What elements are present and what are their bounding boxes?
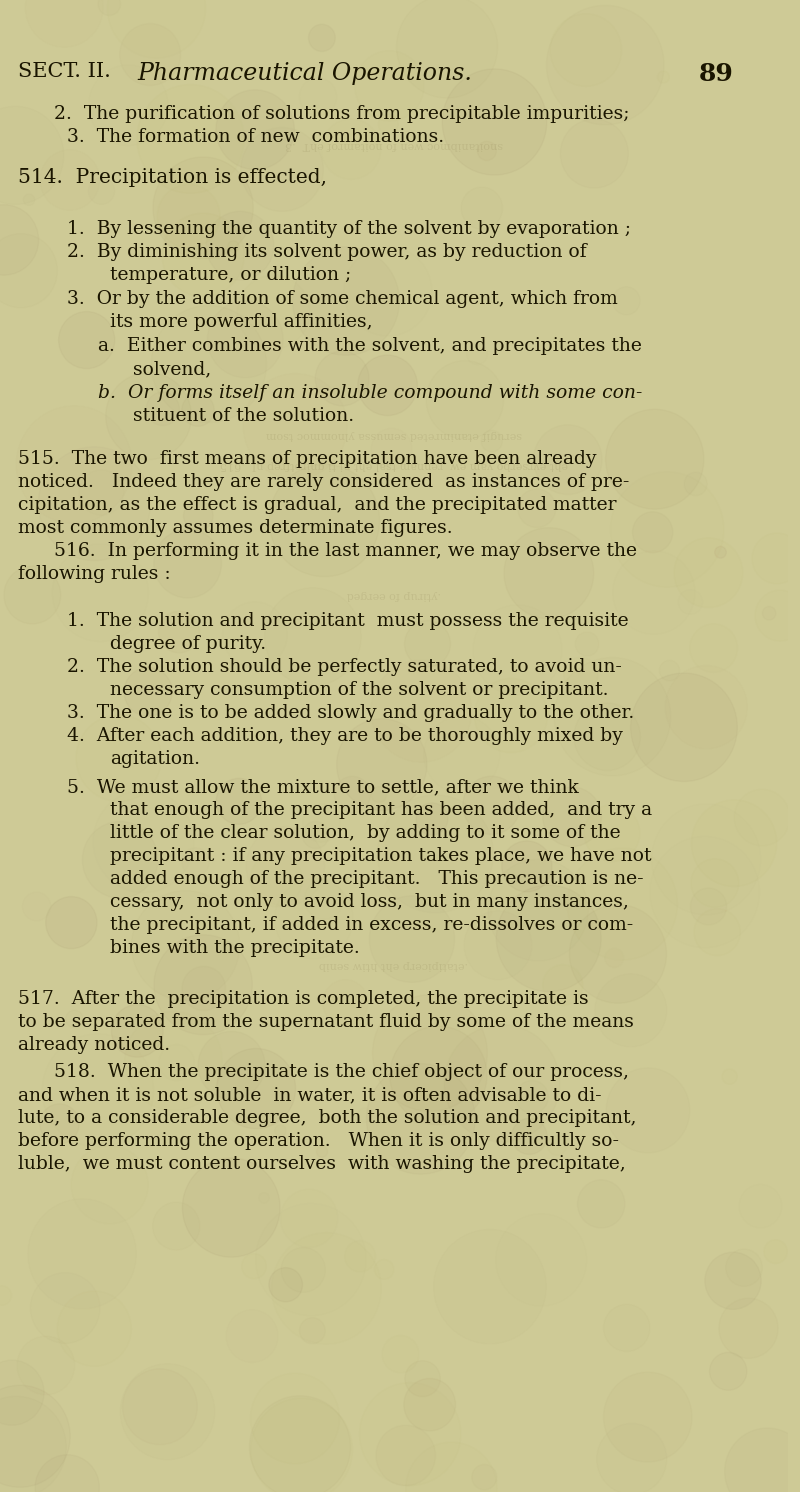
Circle shape [584, 804, 640, 861]
Circle shape [158, 185, 220, 248]
Text: 2.  The purification of solutions from precipitable impurities;: 2. The purification of solutions from pr… [54, 104, 630, 122]
Text: already noticed.: already noticed. [18, 1035, 170, 1053]
Circle shape [269, 464, 379, 576]
Text: lute, to a considerable degree,  both the solution and precipitant,: lute, to a considerable degree, both the… [18, 1109, 636, 1126]
Text: stituent of the solution.: stituent of the solution. [133, 407, 354, 425]
Text: necessary consumption of the solvent or precipitant.: necessary consumption of the solvent or … [110, 680, 609, 698]
Text: luble,  we must content ourselves  with washing the precipitate,: luble, we must content ourselves with wa… [18, 1155, 626, 1173]
Text: solvend,: solvend, [133, 360, 211, 377]
Circle shape [694, 909, 740, 955]
Circle shape [374, 1259, 394, 1279]
Circle shape [269, 1268, 302, 1303]
Text: .ytirup fo eerged: .ytirup fo eerged [346, 589, 441, 600]
Text: that enough of the precipitant has been added,  and try a: that enough of the precipitant has been … [110, 801, 652, 819]
Circle shape [764, 1240, 787, 1264]
Text: degree of purity.: degree of purity. [110, 636, 266, 653]
Circle shape [606, 409, 704, 509]
Circle shape [542, 965, 583, 1006]
Circle shape [442, 69, 546, 175]
Circle shape [182, 1158, 280, 1258]
Text: 516.  In performing it in the last manner, we may observe the: 516. In performing it in the last manner… [54, 542, 637, 560]
Circle shape [250, 1397, 350, 1492]
Text: 514.  Precipitation is effected,: 514. Precipitation is effected, [18, 169, 326, 186]
Text: the precipitant, if added in excess, re-dissolves or com-: the precipitant, if added in excess, re-… [110, 916, 634, 934]
Circle shape [111, 1004, 163, 1058]
Text: 4.  After each addition, they are to be thoroughly mixed by: 4. After each addition, they are to be t… [67, 727, 623, 745]
Text: before performing the operation.   When it is only difficultly so-: before performing the operation. When it… [18, 1132, 618, 1150]
Circle shape [183, 501, 213, 531]
Circle shape [714, 546, 726, 558]
Text: snoitanibmoc wen fo noitamrof ehT  .3: snoitanibmoc wen fo noitamrof ehT .3 [285, 140, 502, 151]
Text: 2.  The solution should be perfectly saturated, to avoid un-: 2. The solution should be perfectly satu… [67, 658, 622, 676]
Circle shape [502, 841, 552, 892]
Circle shape [182, 394, 214, 427]
Text: little of the clear solution,  by adding to it some of the: little of the clear solution, by adding … [110, 824, 621, 841]
Circle shape [691, 800, 777, 886]
Circle shape [504, 528, 594, 619]
Text: 3.  Or by the addition of some chemical agent, which from: 3. Or by the addition of some chemical a… [67, 289, 618, 307]
Circle shape [153, 157, 254, 258]
Text: following rules :: following rules : [18, 565, 170, 583]
Text: noticed.   Indeed they are rarely considered  as instances of pre-: noticed. Indeed they are rarely consider… [18, 473, 629, 491]
Text: 3.  The one is to be added slowly and gradually to the other.: 3. The one is to be added slowly and gra… [67, 704, 634, 722]
Circle shape [58, 312, 114, 369]
Text: 517.  After the  precipitation is completed, the precipitate is: 517. After the precipitation is complete… [18, 991, 588, 1009]
Text: bines with the precipitate.: bines with the precipitate. [110, 938, 360, 956]
Text: b.  Or forms itself an insoluble compound with some con-: b. Or forms itself an insoluble compound… [98, 383, 643, 401]
Text: and when it is not soluble  in water, it is often advisable to di-: and when it is not soluble in water, it … [18, 1086, 602, 1104]
Circle shape [542, 786, 602, 846]
Text: added enough of the precipitant.   This precaution is ne-: added enough of the precipitant. This pr… [110, 870, 644, 888]
Circle shape [390, 1026, 487, 1125]
Text: serugif etanimreted semussa ylnommoc tsom: serugif etanimreted semussa ylnommoc tso… [266, 430, 522, 440]
Text: to be separated from the supernatant fluid by some of the means: to be separated from the supernatant flu… [18, 1013, 634, 1031]
Text: 89: 89 [698, 63, 734, 87]
Circle shape [752, 533, 800, 583]
Text: precipitant : if any precipitation takes place, we have not: precipitant : if any precipitation takes… [110, 847, 652, 865]
Text: 515.  The two  first means of precipitation have been already: 515. The two first means of precipitatio… [18, 451, 596, 468]
Circle shape [46, 897, 97, 949]
Text: agitation.: agitation. [110, 750, 200, 768]
Circle shape [40, 1104, 79, 1144]
Text: cipitation, as the effect is gradual,  and the precipitated matter: cipitation, as the effect is gradual, an… [18, 495, 616, 515]
Text: .etatipicerp eht htiw senib: .etatipicerp eht htiw senib [319, 959, 468, 970]
Text: most commonly assumes determinate figures.: most commonly assumes determinate figure… [18, 519, 452, 537]
Text: eht evrserbo yam ew ,rennam tsal eht ni ti gnirotfrep nI  .615: eht evrserbo yam ew ,rennam tsal eht ni … [220, 460, 568, 470]
Text: 1.  By lessening the quantity of the solvent by evaporation ;: 1. By lessening the quantity of the solv… [67, 219, 631, 239]
Text: 2.  By diminishing its solvent power, as by reduction of: 2. By diminishing its solvent power, as … [67, 243, 586, 261]
Text: 518.  When the precipitate is the chief object of our process,: 518. When the precipitate is the chief o… [54, 1062, 629, 1082]
Circle shape [570, 904, 666, 1003]
Text: temperature, or dilution ;: temperature, or dilution ; [110, 266, 351, 283]
Circle shape [674, 539, 743, 607]
Text: 5.  We must allow the mixture to settle, after we think: 5. We must allow the mixture to settle, … [67, 777, 578, 797]
Text: a.  Either combines with the solvent, and precipitates the: a. Either combines with the solvent, and… [98, 337, 642, 355]
Circle shape [404, 1379, 455, 1431]
Circle shape [358, 355, 418, 416]
Circle shape [137, 85, 244, 194]
Text: 1.  The solution and precipitant  must possess the requisite: 1. The solution and precipitant must pos… [67, 612, 629, 630]
Text: SECT. II.: SECT. II. [18, 63, 110, 81]
Circle shape [217, 1049, 295, 1128]
Circle shape [162, 213, 244, 297]
Text: Pharmaceutical Operations.: Pharmaceutical Operations. [138, 63, 473, 85]
Circle shape [106, 373, 191, 460]
Text: 3.  The formation of new  combinations.: 3. The formation of new combinations. [67, 128, 444, 146]
Circle shape [76, 715, 162, 801]
Text: its more powerful affinities,: its more powerful affinities, [110, 313, 373, 331]
Text: cessary,  not only to avoid loss,  but in many instances,: cessary, not only to avoid loss, but in … [110, 894, 629, 912]
Circle shape [216, 779, 262, 824]
